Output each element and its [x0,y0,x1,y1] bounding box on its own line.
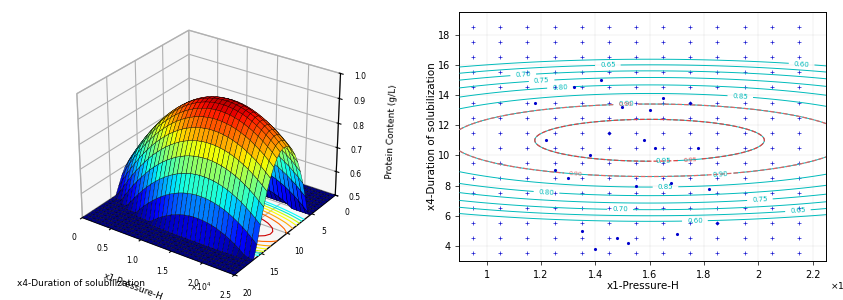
Text: 0.60: 0.60 [793,61,809,68]
X-axis label: x1-Pressure-H: x1-Pressure-H [102,272,164,300]
Text: 0.90: 0.90 [569,171,583,177]
Text: 0.75: 0.75 [752,196,768,203]
Text: 0.70: 0.70 [515,71,531,78]
Text: 0.90: 0.90 [618,102,632,107]
Text: 0.60: 0.60 [687,218,703,224]
Text: 0.70: 0.70 [612,206,628,213]
Text: 0.75: 0.75 [534,77,550,84]
X-axis label: x1-Pressure-H: x1-Pressure-H [606,281,679,291]
Text: 0.85: 0.85 [733,93,749,100]
Text: 0.90: 0.90 [618,101,634,107]
Text: 0.65: 0.65 [600,62,615,68]
Text: 0.90: 0.90 [712,171,728,178]
Text: 0.85: 0.85 [658,184,674,190]
Text: 0.95: 0.95 [655,158,671,164]
Text: 0.80: 0.80 [552,84,568,91]
Text: $\times10^4$: $\times10^4$ [191,281,212,293]
Text: x4-Duration of solubilization: x4-Duration of solubilization [17,279,145,288]
Text: $\times10^4$: $\times10^4$ [830,280,843,292]
Text: 0.65: 0.65 [790,207,806,214]
Text: 0.95: 0.95 [683,157,697,163]
Text: 0.80: 0.80 [539,189,555,196]
Y-axis label: x4-Duration of solubilization: x4-Duration of solubilization [427,63,437,210]
